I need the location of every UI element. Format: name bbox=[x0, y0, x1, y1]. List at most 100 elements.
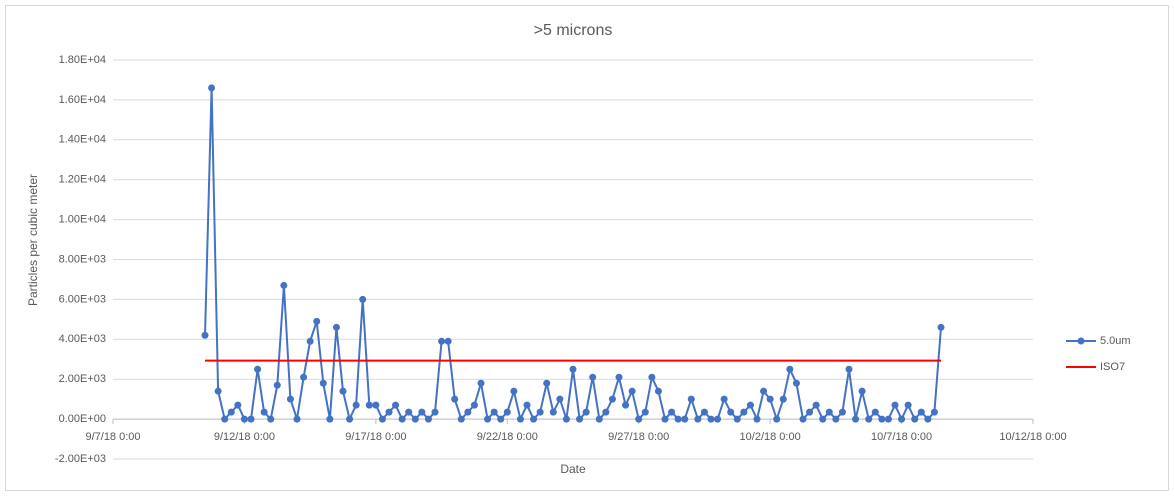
marker bbox=[286, 395, 294, 403]
marker bbox=[484, 415, 492, 423]
marker bbox=[806, 408, 814, 416]
marker bbox=[891, 401, 899, 409]
marker bbox=[562, 415, 570, 423]
marker bbox=[622, 401, 630, 409]
marker bbox=[470, 401, 478, 409]
chart-title: >5 microns bbox=[534, 22, 613, 39]
marker bbox=[208, 84, 216, 92]
marker bbox=[293, 415, 301, 423]
marker bbox=[727, 408, 735, 416]
marker bbox=[786, 365, 794, 373]
marker bbox=[444, 337, 452, 345]
marker bbox=[346, 415, 354, 423]
marker bbox=[911, 415, 919, 423]
marker bbox=[635, 415, 643, 423]
marker bbox=[549, 408, 557, 416]
marker bbox=[746, 401, 754, 409]
marker bbox=[753, 415, 761, 423]
marker bbox=[352, 401, 360, 409]
y-tick-label: 1.80E+04 bbox=[59, 54, 106, 66]
marker bbox=[898, 415, 906, 423]
marker bbox=[221, 415, 229, 423]
marker bbox=[674, 415, 682, 423]
marker bbox=[510, 387, 518, 395]
marker bbox=[497, 415, 505, 423]
marker bbox=[832, 415, 840, 423]
marker bbox=[372, 401, 380, 409]
marker bbox=[378, 415, 386, 423]
x-tick-label: 9/22/18 0:00 bbox=[477, 431, 538, 443]
y-tick-label: 0.00E+00 bbox=[59, 413, 106, 425]
marker bbox=[917, 408, 925, 416]
marker bbox=[700, 408, 708, 416]
y-tick-label: 2.00E+03 bbox=[59, 373, 106, 385]
y-tick-label: -2.00E+03 bbox=[55, 453, 106, 465]
marker bbox=[332, 323, 340, 331]
marker bbox=[766, 395, 774, 403]
x-tick-label: 9/7/18 0:00 bbox=[85, 431, 140, 443]
y-axis-title: Particles per cubic meter bbox=[26, 174, 40, 306]
y-tick-label: 1.40E+04 bbox=[59, 134, 106, 146]
marker bbox=[326, 415, 334, 423]
marker bbox=[871, 408, 879, 416]
x-axis-title: Date bbox=[560, 462, 586, 476]
marker bbox=[576, 415, 584, 423]
y-tick-label: 1.60E+04 bbox=[59, 94, 106, 106]
marker bbox=[878, 415, 886, 423]
marker bbox=[457, 415, 465, 423]
legend-marker bbox=[1077, 337, 1085, 345]
marker bbox=[681, 415, 689, 423]
marker bbox=[227, 408, 235, 416]
marker bbox=[569, 365, 577, 373]
marker bbox=[852, 415, 860, 423]
marker bbox=[530, 415, 538, 423]
legend-label: ISO7 bbox=[1100, 361, 1125, 373]
marker bbox=[838, 408, 846, 416]
marker bbox=[773, 415, 781, 423]
marker bbox=[267, 415, 275, 423]
marker bbox=[595, 415, 603, 423]
legend-label: 5.0um bbox=[1100, 335, 1131, 347]
marker bbox=[641, 408, 649, 416]
marker bbox=[661, 415, 669, 423]
marker bbox=[720, 395, 728, 403]
marker bbox=[865, 415, 873, 423]
marker bbox=[589, 373, 597, 381]
chart-border bbox=[5, 5, 1169, 491]
marker bbox=[845, 365, 853, 373]
marker bbox=[424, 415, 432, 423]
marker bbox=[733, 415, 741, 423]
x-tick-label: 9/12/18 0:00 bbox=[214, 431, 275, 443]
marker bbox=[260, 408, 268, 416]
y-tick-label: 1.20E+04 bbox=[59, 174, 106, 186]
marker bbox=[799, 415, 807, 423]
marker bbox=[451, 395, 459, 403]
y-tick-label: 8.00E+03 bbox=[59, 253, 106, 265]
marker bbox=[313, 317, 321, 325]
x-tick-label: 10/2/18 0:00 bbox=[740, 431, 801, 443]
marker bbox=[247, 415, 255, 423]
marker bbox=[556, 395, 564, 403]
marker bbox=[825, 408, 833, 416]
marker bbox=[582, 408, 590, 416]
marker bbox=[438, 337, 446, 345]
marker bbox=[464, 408, 472, 416]
marker bbox=[602, 408, 610, 416]
marker bbox=[760, 387, 768, 395]
marker bbox=[306, 337, 314, 345]
marker bbox=[418, 408, 426, 416]
marker bbox=[694, 415, 702, 423]
marker bbox=[543, 379, 551, 387]
marker bbox=[707, 415, 715, 423]
marker bbox=[240, 415, 248, 423]
y-tick-label: 4.00E+03 bbox=[59, 333, 106, 345]
marker bbox=[615, 373, 623, 381]
x-tick-label: 10/7/18 0:00 bbox=[871, 431, 932, 443]
marker bbox=[608, 395, 616, 403]
marker bbox=[924, 415, 932, 423]
x-tick-label: 9/27/18 0:00 bbox=[608, 431, 669, 443]
marker bbox=[385, 408, 393, 416]
marker bbox=[300, 373, 308, 381]
marker bbox=[668, 408, 676, 416]
